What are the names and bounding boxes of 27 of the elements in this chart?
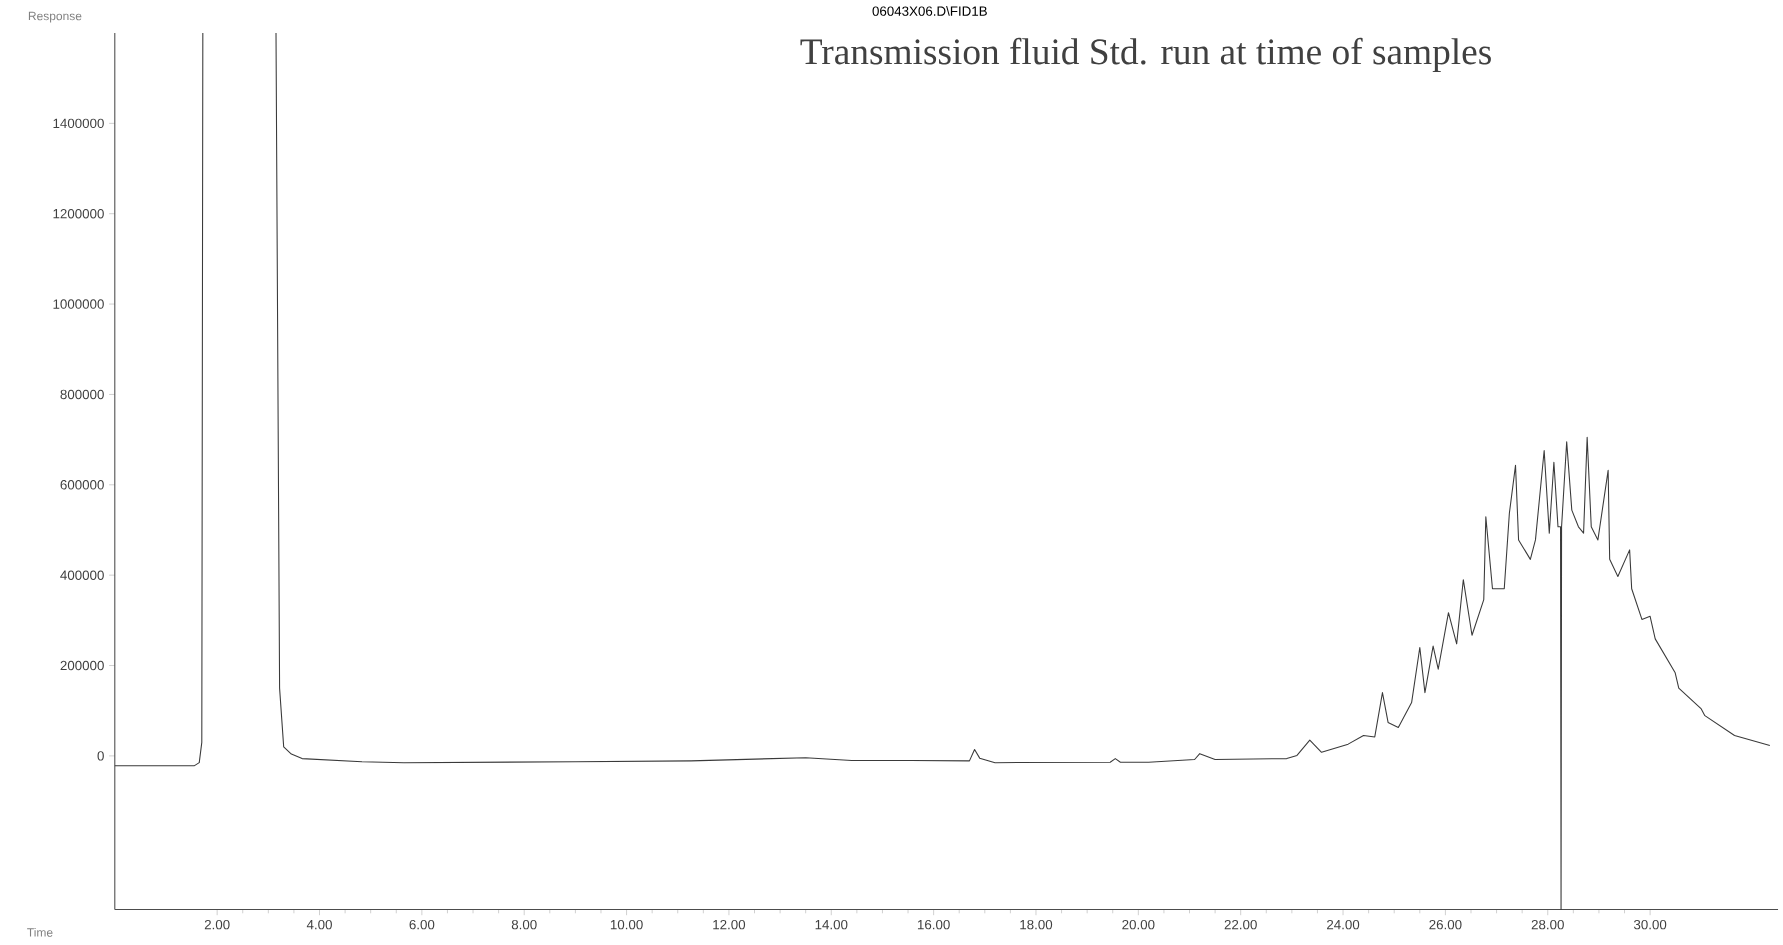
x-tick-label: 20.00 xyxy=(1122,919,1155,930)
annotation: Transmission fluid Std. run at time of samples xyxy=(800,37,1491,73)
x-tick-label: 10.00 xyxy=(610,919,643,930)
x-tick-label: 12.00 xyxy=(713,919,746,930)
x-tick-label: 26.00 xyxy=(1429,919,1462,930)
y-tick-label: 1200000 xyxy=(53,209,104,219)
x-tick-label: 28.00 xyxy=(1531,919,1564,930)
x-tick-label: 2.00 xyxy=(204,919,230,930)
x-tick-label: 6.00 xyxy=(409,919,435,930)
y-tick-label: 400000 xyxy=(60,570,104,580)
x-tick-label: 14.00 xyxy=(815,919,848,930)
x-tick-label: 22.00 xyxy=(1224,919,1257,930)
y-tick-label: 1000000 xyxy=(53,299,104,309)
y-tick-label: 0 xyxy=(97,751,104,761)
y-axis-title: Response xyxy=(28,11,82,23)
x-axis-title: Time xyxy=(27,927,53,937)
y-tick-label: 200000 xyxy=(60,660,104,671)
y-tick-label: 600000 xyxy=(60,480,104,490)
x-tick-label: 18.00 xyxy=(1020,919,1053,930)
x-tick-label: 16.00 xyxy=(917,919,950,930)
x-tick-label: 8.00 xyxy=(511,919,537,930)
x-tick-label: 30.00 xyxy=(1633,919,1667,930)
y-tick-label: 1400000 xyxy=(53,118,104,129)
y-tick-label: 800000 xyxy=(60,389,104,400)
chart-title: 06043X06.D\FID1B xyxy=(872,6,987,16)
x-tick-label: 24.00 xyxy=(1327,919,1360,930)
x-tick-label: 4.00 xyxy=(306,919,332,930)
